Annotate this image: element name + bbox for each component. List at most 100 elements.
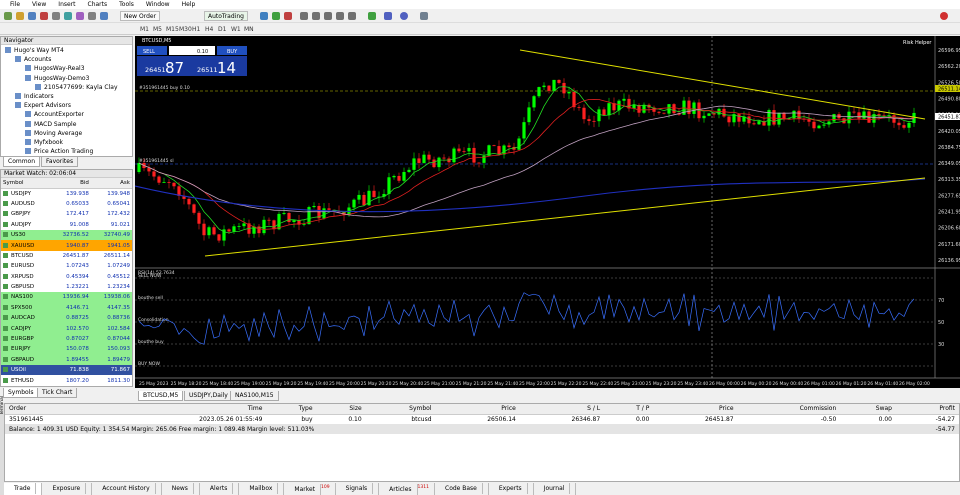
sell-button[interactable]	[137, 46, 167, 55]
candle-body	[707, 113, 711, 116]
symbol-name: ETHUSD	[11, 377, 34, 384]
new-order-button[interactable]: New Order	[120, 11, 161, 21]
ask-small: 14	[217, 59, 236, 77]
menu-item[interactable]: Insert	[58, 1, 76, 8]
tab[interactable]: Mailbox	[239, 483, 285, 495]
candle-body	[367, 190, 371, 206]
quote-row[interactable]: EURGBP 0.87027 0.87044	[1, 333, 132, 345]
ask: 13938.06	[103, 294, 130, 301]
tab[interactable]: Market 109	[284, 483, 336, 495]
candle-body	[782, 112, 786, 120]
quote-row[interactable]: US30 32736.52 32740.49	[1, 229, 132, 241]
tree-icon	[25, 139, 31, 145]
ask: 139.948	[107, 190, 130, 197]
tab[interactable]: Alerts	[200, 483, 240, 495]
quote-row[interactable]: BTCUSD 26451.87 26511.14	[1, 250, 132, 262]
quote-row[interactable]: NAS100 13936.94 13938.06	[1, 292, 132, 303]
tree-item[interactable]: MACD Sample	[25, 120, 76, 128]
tab[interactable]: USDJPY,Daily	[184, 391, 233, 401]
quote-row[interactable]: XAUUSD 1940.87 1941.05	[1, 240, 132, 251]
menu-item[interactable]: View	[32, 1, 47, 8]
tab[interactable]: NAS100,M15	[230, 391, 279, 401]
bid: 32736.52	[62, 232, 89, 239]
quote-row[interactable]: XRPUSD 0.45394 0.45512	[1, 271, 132, 282]
time-label: 26 May 00:40	[772, 381, 803, 387]
tree-label: Indicators	[24, 93, 54, 100]
quote-row[interactable]: EURJPY 150.078 150.093	[1, 344, 132, 355]
tab[interactable]: Experts	[489, 483, 534, 495]
panel-title: Market Watch: 02:06:04	[1, 170, 132, 178]
timeframe-button[interactable]: D1	[218, 26, 227, 33]
quote-row[interactable]: AUDJPY 91.008 91.021	[1, 219, 132, 230]
quote-row[interactable]: GBPUSD 1.23221 1.23234	[1, 281, 132, 293]
tab[interactable]: Code Base	[435, 483, 489, 495]
tree-item[interactable]: HugosWay-Real3	[25, 65, 85, 72]
tab[interactable]: Favorites	[41, 157, 79, 167]
price-label: 26277.65	[938, 193, 960, 199]
tab[interactable]: Exposure	[42, 483, 93, 495]
tab[interactable]: Signals	[336, 483, 380, 495]
quote-row[interactable]: AUDUSD 0.65033 0.65041	[1, 198, 132, 210]
quote-row[interactable]: CADJPY 102.570 102.584	[1, 323, 132, 334]
timeframe-button[interactable]: H1	[192, 26, 201, 33]
tab[interactable]: Tick Chart	[37, 388, 78, 398]
candle-body	[427, 154, 431, 160]
quote-row[interactable]: GBPAUD 1.89455 1.89479	[1, 354, 132, 366]
tab[interactable]: Symbols	[3, 388, 39, 398]
menu-item[interactable]: Tools	[119, 1, 134, 8]
trade-row[interactable]: 351961445 2023.05.26 01:55:49 buy 0.10 btcus…	[5, 414, 959, 424]
tree-item[interactable]: Hugo's Way MT4	[5, 47, 64, 54]
quote-row[interactable]: EURUSD 1.07243 1.07249	[1, 261, 132, 272]
candle-body	[722, 108, 726, 117]
bid: 139.938	[66, 190, 89, 197]
tab[interactable]: Common	[3, 157, 41, 167]
tab[interactable]: BTCUSD,M5	[138, 391, 184, 401]
timeframe-button[interactable]: MN	[244, 26, 254, 33]
candle-body	[812, 121, 816, 129]
tree-item[interactable]: Indicators	[15, 93, 54, 100]
ask: 172.432	[107, 211, 130, 218]
tab[interactable]: Trade	[4, 483, 43, 495]
menu-item[interactable]: File	[10, 1, 21, 8]
alert-icon[interactable]	[940, 12, 948, 20]
menu-item[interactable]: Window	[145, 1, 170, 8]
candle-body	[412, 158, 416, 170]
symbol: ETHUSD	[1, 375, 50, 385]
tree-item[interactable]: Accounts	[15, 56, 51, 63]
quote-row[interactable]: AUDCAD 0.88725 0.88736	[1, 313, 132, 324]
menu-item[interactable]: Charts	[87, 1, 108, 8]
tree-item[interactable]: HugosWay-Demo3	[25, 74, 89, 82]
quote-row[interactable]: SPX500 4146.71 4147.35	[1, 302, 132, 314]
tree-item[interactable]: Price Action Trading	[25, 148, 93, 155]
candle-body	[372, 190, 376, 198]
tree-item[interactable]: Myfxbook	[25, 139, 63, 146]
tree-item[interactable]: Expert Advisors	[15, 102, 71, 109]
quote-row[interactable]: USOil 71.838 71.867	[1, 365, 132, 376]
quote-row[interactable]: USDJPY 139.938 139.948	[1, 188, 132, 199]
column-header: Time	[102, 404, 267, 415]
tab[interactable]: News	[162, 483, 200, 495]
ask: 1811.30	[107, 377, 130, 384]
autotrading-button[interactable]: AutoTrading	[204, 11, 248, 21]
timeframe-button[interactable]: M5	[153, 26, 162, 33]
tree-item[interactable]: AccountExporter	[25, 111, 84, 118]
menu-item[interactable]: Help	[181, 1, 196, 8]
tab[interactable]: Account History	[92, 483, 162, 495]
tree-label: Hugo's Way MT4	[14, 47, 64, 54]
tab[interactable]: Journal	[534, 483, 577, 495]
panel-title: Navigator	[1, 37, 132, 45]
timeframe-button[interactable]: M15	[166, 26, 179, 33]
timeframe-button[interactable]: H4	[205, 26, 214, 33]
quote-row[interactable]: GBPJPY 172.417 172.432	[1, 209, 132, 220]
symbol-name: GBPUSD	[11, 284, 35, 291]
timeframe-button[interactable]: M30	[179, 26, 192, 33]
tab[interactable]: Articles 1311	[379, 483, 435, 495]
quote-row[interactable]: ETHUSD 1807.20 1811.30	[1, 375, 132, 386]
timeframe-button[interactable]: W1	[231, 26, 241, 33]
timeframe-button[interactable]: M1	[140, 26, 149, 33]
candle-body	[832, 114, 836, 122]
tree-item[interactable]: Moving Average	[25, 129, 82, 137]
tree-item[interactable]: 2105477699: Kayla Clay	[35, 83, 118, 91]
candle-body	[822, 124, 826, 126]
dot	[3, 294, 8, 300]
